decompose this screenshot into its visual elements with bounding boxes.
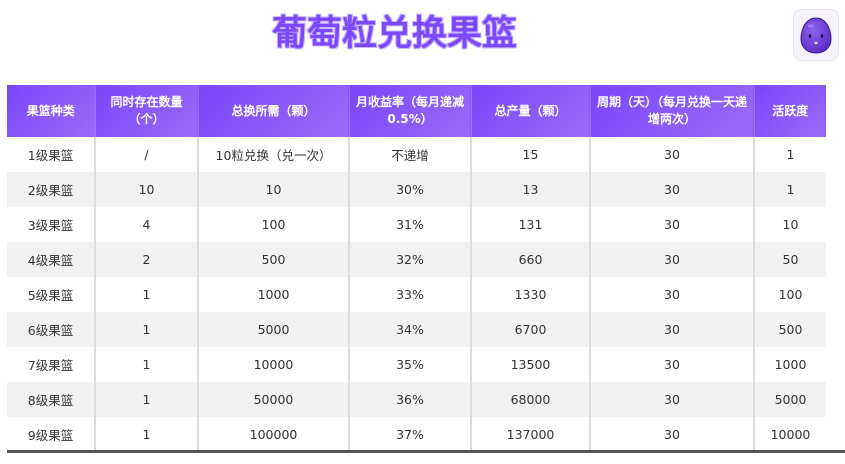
cell-basket-type: 9级果篮 <box>7 417 96 452</box>
cell-total-required: 1000 <box>198 277 350 312</box>
cell-basket-type: 3级果篮 <box>7 207 96 242</box>
cell-monthly-yield: 32% <box>349 242 472 277</box>
cell-concurrent-count: 1 <box>95 347 199 382</box>
cell-cycle-days: 30 <box>590 277 755 312</box>
table-row: 9级果篮 1 100000 37% 137000 30 10000 <box>7 417 826 452</box>
cell-monthly-yield: 不递增 <box>349 137 472 172</box>
cell-cycle-days: 30 <box>590 382 755 417</box>
purple-grape-mascot-icon <box>800 17 832 54</box>
cell-total-output: 13500 <box>471 347 591 382</box>
cell-cycle-days: 30 <box>590 172 755 207</box>
cell-total-output: 15 <box>471 137 591 172</box>
cell-monthly-yield: 35% <box>349 347 472 382</box>
cell-total-output: 13 <box>471 172 591 207</box>
table-header-row: 果篮种类 同时存在数量（个） 总换所需（颗） 月收益率（每月递减0.5%） 总产… <box>7 85 826 137</box>
column-header-concurrent-count: 同时存在数量（个） <box>95 85 199 137</box>
cell-activity: 1 <box>754 137 826 172</box>
cell-activity: 10 <box>754 207 826 242</box>
cell-concurrent-count: 1 <box>95 417 199 452</box>
bottom-divider <box>7 450 845 453</box>
cell-total-required: 10000 <box>198 347 350 382</box>
cell-concurrent-count: 4 <box>95 207 199 242</box>
cell-total-required: 5000 <box>198 312 350 347</box>
cell-basket-type: 8级果篮 <box>7 382 96 417</box>
fruit-basket-table: 果篮种类 同时存在数量（个） 总换所需（颗） 月收益率（每月递减0.5%） 总产… <box>7 85 826 452</box>
cell-activity: 1000 <box>754 347 826 382</box>
cell-cycle-days: 30 <box>590 312 755 347</box>
column-header-basket-type: 果篮种类 <box>7 85 96 137</box>
cell-basket-type: 2级果篮 <box>7 172 96 207</box>
table-row: 8级果篮 1 50000 36% 68000 30 5000 <box>7 382 826 417</box>
table-row: 4级果篮 2 500 32% 660 30 50 <box>7 242 826 277</box>
cell-activity: 500 <box>754 312 826 347</box>
cell-total-output: 6700 <box>471 312 591 347</box>
cell-monthly-yield: 37% <box>349 417 472 452</box>
cell-total-output: 660 <box>471 242 591 277</box>
cell-concurrent-count: / <box>95 137 199 172</box>
cell-total-output: 1330 <box>471 277 591 312</box>
cell-activity: 50 <box>754 242 826 277</box>
table-row: 3级果篮 4 100 31% 131 30 10 <box>7 207 826 242</box>
column-header-total-output: 总产量（颗） <box>471 85 591 137</box>
table-row: 7级果篮 1 10000 35% 13500 30 1000 <box>7 347 826 382</box>
table-row: 6级果篮 1 5000 34% 6700 30 500 <box>7 312 826 347</box>
column-header-activity: 活跃度 <box>754 85 826 137</box>
logo <box>793 9 839 61</box>
cell-basket-type: 4级果篮 <box>7 242 96 277</box>
cell-concurrent-count: 1 <box>95 277 199 312</box>
cell-activity: 100 <box>754 277 826 312</box>
table-row: 5级果篮 1 1000 33% 1330 30 100 <box>7 277 826 312</box>
cell-total-required: 50000 <box>198 382 350 417</box>
cell-activity: 5000 <box>754 382 826 417</box>
cell-total-required: 500 <box>198 242 350 277</box>
column-header-total-required: 总换所需（颗） <box>198 85 350 137</box>
cell-total-output: 131 <box>471 207 591 242</box>
cell-cycle-days: 30 <box>590 242 755 277</box>
cell-activity: 10000 <box>754 417 826 452</box>
cell-monthly-yield: 34% <box>349 312 472 347</box>
cell-total-required: 10粒兑换（兑一次） <box>198 137 350 172</box>
cell-cycle-days: 30 <box>590 347 755 382</box>
cell-total-required: 10 <box>198 172 350 207</box>
column-header-cycle-days: 周期（天）（每月兑换一天递增两次） <box>590 85 755 137</box>
table-row: 2级果篮 10 10 30% 13 30 1 <box>7 172 826 207</box>
cell-cycle-days: 30 <box>590 207 755 242</box>
cell-monthly-yield: 31% <box>349 207 472 242</box>
cell-total-required: 100000 <box>198 417 350 452</box>
cell-basket-type: 6级果篮 <box>7 312 96 347</box>
cell-total-required: 100 <box>198 207 350 242</box>
cell-concurrent-count: 1 <box>95 382 199 417</box>
cell-concurrent-count: 2 <box>95 242 199 277</box>
cell-monthly-yield: 30% <box>349 172 472 207</box>
table-row: 1级果篮 / 10粒兑换（兑一次） 不递增 15 30 1 <box>7 137 826 172</box>
column-header-monthly-yield: 月收益率（每月递减0.5%） <box>349 85 472 137</box>
page-title: 葡萄粒兑换果篮 <box>272 14 518 54</box>
cell-total-output: 137000 <box>471 417 591 452</box>
cell-basket-type: 5级果篮 <box>7 277 96 312</box>
cell-concurrent-count: 1 <box>95 312 199 347</box>
cell-basket-type: 1级果篮 <box>7 137 96 172</box>
cell-basket-type: 7级果篮 <box>7 347 96 382</box>
cell-cycle-days: 30 <box>590 137 755 172</box>
cell-cycle-days: 30 <box>590 417 755 452</box>
cell-monthly-yield: 33% <box>349 277 472 312</box>
cell-total-output: 68000 <box>471 382 591 417</box>
cell-monthly-yield: 36% <box>349 382 472 417</box>
cell-activity: 1 <box>754 172 826 207</box>
cell-concurrent-count: 10 <box>95 172 199 207</box>
